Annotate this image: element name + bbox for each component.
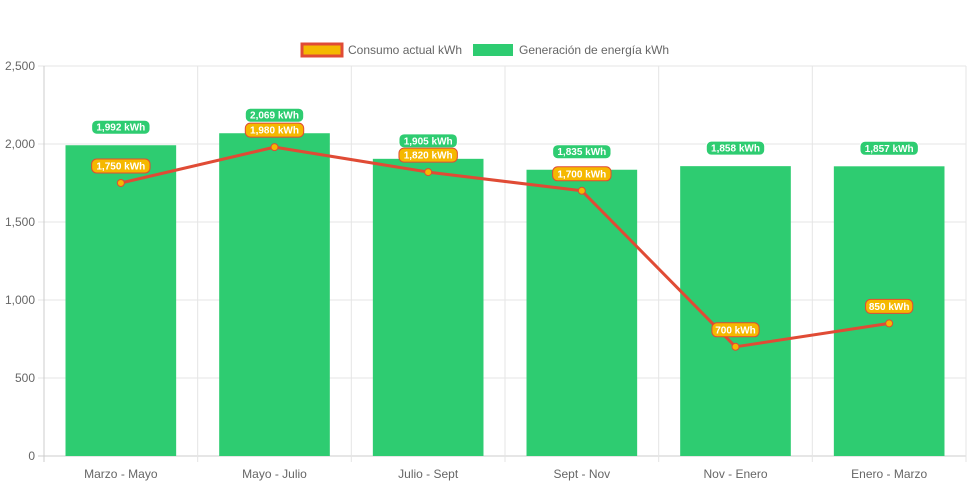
bar-data-label-text: 1,905 kWh <box>404 136 453 147</box>
y-tick-label: 1,000 <box>5 293 35 307</box>
bar-data-label-text: 1,992 kWh <box>96 123 145 134</box>
line-data-label-text: 1,750 kWh <box>96 162 145 173</box>
bar-data-label: 1,857 kWh <box>859 140 919 156</box>
line-data-label-text: 1,700 kWh <box>557 169 606 180</box>
line-point[interactable] <box>731 342 740 351</box>
line-point[interactable] <box>885 319 894 328</box>
y-tick-label: 2,000 <box>5 137 35 151</box>
line-point[interactable] <box>577 186 586 195</box>
y-tick-label: 1,500 <box>5 215 35 229</box>
bar-data-label-text: 1,835 kWh <box>557 147 606 158</box>
line-data-label-box <box>244 122 305 138</box>
line-data-label-box <box>865 298 914 314</box>
bar-data-label-box <box>705 140 766 156</box>
x-tick-label: Sept - Nov <box>553 467 610 481</box>
line-data-label-text: 850 kWh <box>869 302 910 313</box>
x-tick-label: Julio - Sept <box>398 467 459 481</box>
bar-data-label-box <box>552 144 612 160</box>
y-tick-label: 0 <box>28 449 35 463</box>
legend-label-consumo[interactable]: Consumo actual kWh <box>348 43 462 57</box>
line-point[interactable] <box>424 168 433 177</box>
legend-swatch-generacion[interactable] <box>473 44 513 56</box>
x-tick-label: Enero - Marzo <box>851 467 927 481</box>
line-data-label-box <box>398 147 458 163</box>
bar-data-label-box <box>91 119 151 135</box>
bar-data-label: 2,069 kWh <box>244 107 305 123</box>
x-tick-label: Mayo - Julio <box>242 467 307 481</box>
bar[interactable] <box>219 133 330 456</box>
line-point[interactable] <box>116 179 125 187</box>
y-tick-label: 500 <box>15 371 35 385</box>
legend-swatch-consumo[interactable] <box>300 42 344 58</box>
bar-data-label-text: 1,858 kWh <box>711 144 760 155</box>
line-series-consumo <box>116 143 894 351</box>
bar[interactable] <box>372 158 484 456</box>
bar-data-label-box <box>244 107 305 123</box>
line-data-label: 1,980 kWh <box>244 122 305 138</box>
line-data-label-box <box>711 322 760 338</box>
x-tick-label: Nov - Enero <box>703 467 767 481</box>
line-data-label-text: 1,820 kWh <box>404 151 453 162</box>
series-line <box>120 145 890 349</box>
bar-data-label: 1,905 kWh <box>398 133 458 149</box>
bar[interactable] <box>680 166 791 457</box>
bar-data-label-box <box>859 140 919 156</box>
bar-series-generacion <box>65 133 945 457</box>
bar[interactable] <box>65 145 177 457</box>
bar[interactable] <box>526 169 638 457</box>
line-data-label: 850 kWh <box>865 298 914 314</box>
line-data-label-box <box>552 166 612 182</box>
axes: 0 500 1,000 1,500 2,000 2,500 Marzo - Mayo Mayo… <box>5 59 928 481</box>
grid <box>38 65 967 462</box>
legend: Consumo actual kWh Generación de energía … <box>300 42 669 58</box>
bar-data-label-text: 1,857 kWh <box>865 144 914 155</box>
line-data-label-box <box>91 158 151 174</box>
bar-data-label-text: 2,069 kWh <box>250 111 299 122</box>
bar-data-label: 1,835 kWh <box>552 144 612 160</box>
y-tick-label: 2,500 <box>5 59 35 73</box>
line-data-label: 700 kWh <box>711 322 760 338</box>
line-data-label-text: 700 kWh <box>715 325 756 336</box>
line-data-label: 1,750 kWh <box>91 158 151 174</box>
line-data-label: 1,700 kWh <box>552 166 612 182</box>
line-point[interactable] <box>270 143 279 152</box>
legend-label-generacion[interactable]: Generación de energía kWh <box>519 43 669 57</box>
x-tick-label: Marzo - Mayo <box>84 467 158 481</box>
bar-data-label: 1,992 kWh <box>91 119 151 135</box>
data-labels: 1,992 kWh 2,069 kWh 1,905 kWh 1,835 kWh 1,85… <box>91 107 919 338</box>
bar-data-label: 1,858 kWh <box>705 140 766 156</box>
line-data-label: 1,820 kWh <box>398 147 458 163</box>
line-data-label-text: 1,980 kWh <box>250 126 299 137</box>
